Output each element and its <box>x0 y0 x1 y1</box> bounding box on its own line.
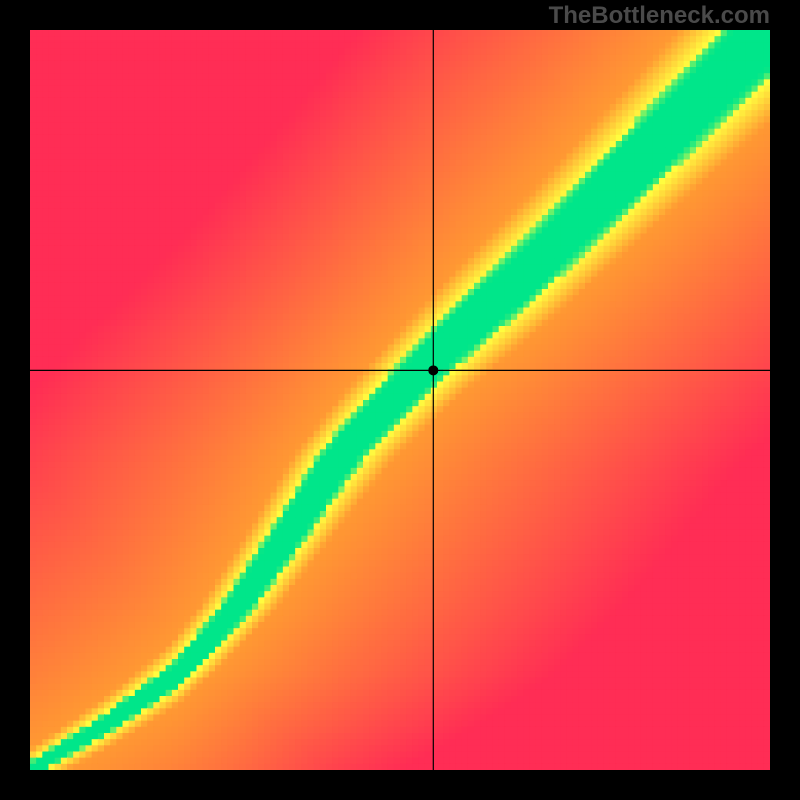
heatmap-canvas <box>30 30 770 770</box>
watermark-text: TheBottleneck.com <box>549 2 770 30</box>
bottleneck-heatmap <box>30 30 770 770</box>
chart-container: TheBottleneck.com <box>0 0 800 800</box>
